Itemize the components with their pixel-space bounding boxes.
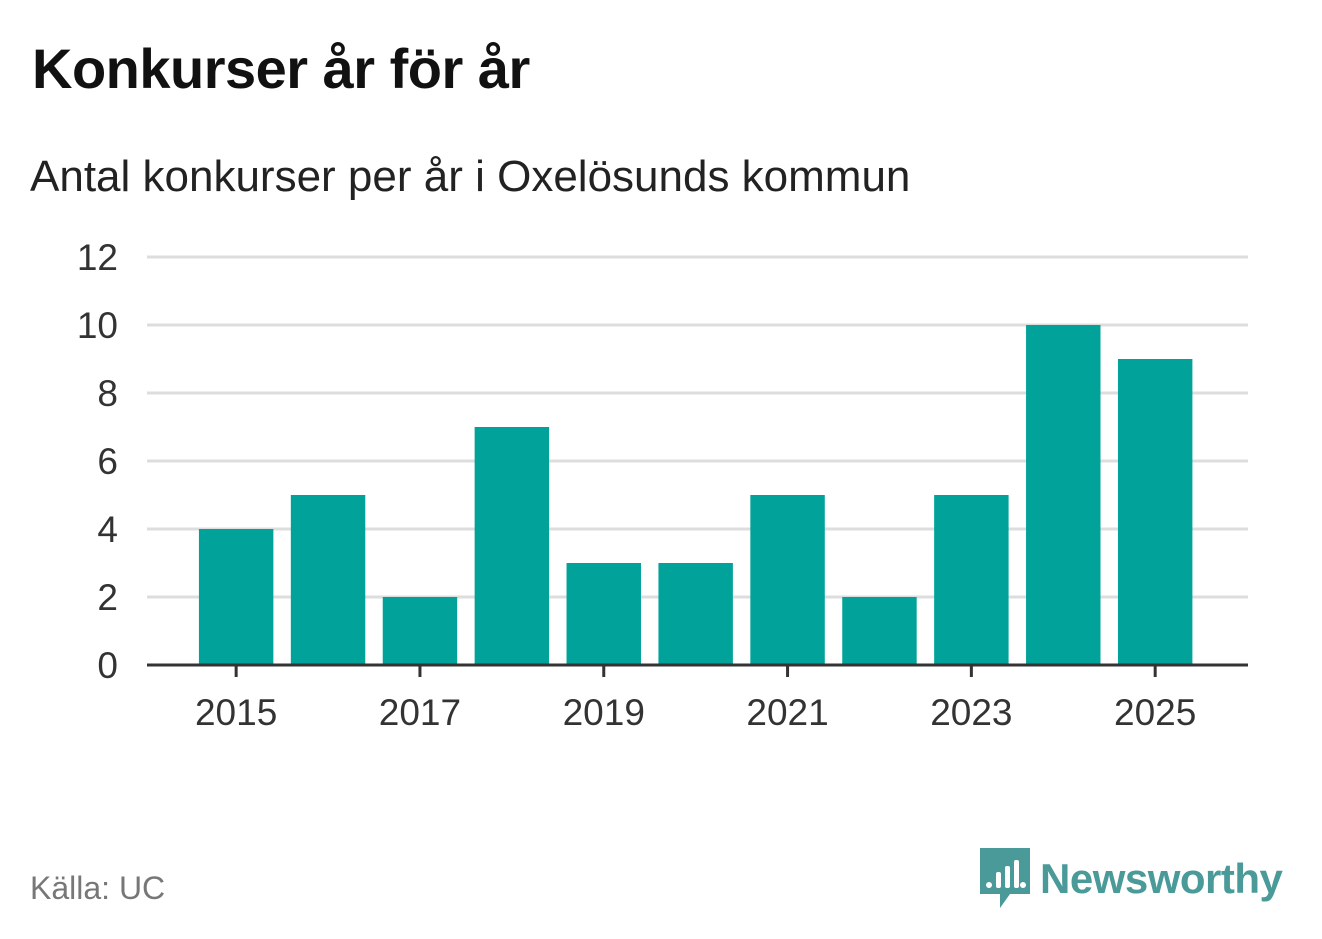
bar-2025	[1117, 359, 1193, 665]
x-axis	[147, 663, 1248, 677]
x-tick-label: 2021	[746, 692, 828, 733]
chart-subtitle: Antal konkurser per år i Oxelösunds komm…	[30, 152, 911, 201]
x-tick-label: 2015	[195, 692, 277, 733]
bar-2019	[566, 563, 641, 665]
brand-logo: Newsworthy	[980, 848, 1283, 910]
bar-2023	[934, 495, 1009, 665]
x-tick-label: 2023	[930, 692, 1012, 733]
bar-2015	[198, 529, 274, 665]
x-tick-label: 2017	[379, 692, 461, 733]
y-tick-label: 0	[97, 645, 118, 686]
newsworthy-logo-icon	[980, 848, 1030, 908]
bar-2016	[290, 495, 366, 665]
y-axis-labels: 0 2 4 6 8 10 12	[77, 237, 118, 686]
bar-chart: 0 2 4 6 8 10 12 2015 2017 2019 2021 2023 2025	[77, 237, 1248, 733]
x-axis-labels: 2015 2017 2019 2021 2023 2025	[195, 692, 1196, 733]
bar-2022	[842, 597, 917, 665]
y-tick-label: 2	[97, 577, 118, 618]
y-tick-label: 6	[97, 441, 118, 482]
y-tick-label: 10	[77, 305, 118, 346]
bar-2021	[750, 495, 825, 665]
bar-2020	[658, 563, 733, 665]
x-tick-label: 2019	[563, 692, 645, 733]
chart-title: Konkurser år för år	[32, 37, 530, 100]
y-tick-label: 12	[77, 237, 118, 278]
bars	[198, 325, 1193, 665]
brand-name: Newsworthy	[1040, 855, 1283, 902]
bar-2017	[382, 597, 458, 665]
x-tick-label: 2025	[1114, 692, 1196, 733]
source-note: Källa: UC	[30, 870, 166, 906]
y-tick-label: 4	[97, 509, 118, 550]
y-tick-label: 8	[97, 373, 118, 414]
bar-2018	[474, 427, 550, 665]
bar-2024	[1026, 325, 1101, 665]
